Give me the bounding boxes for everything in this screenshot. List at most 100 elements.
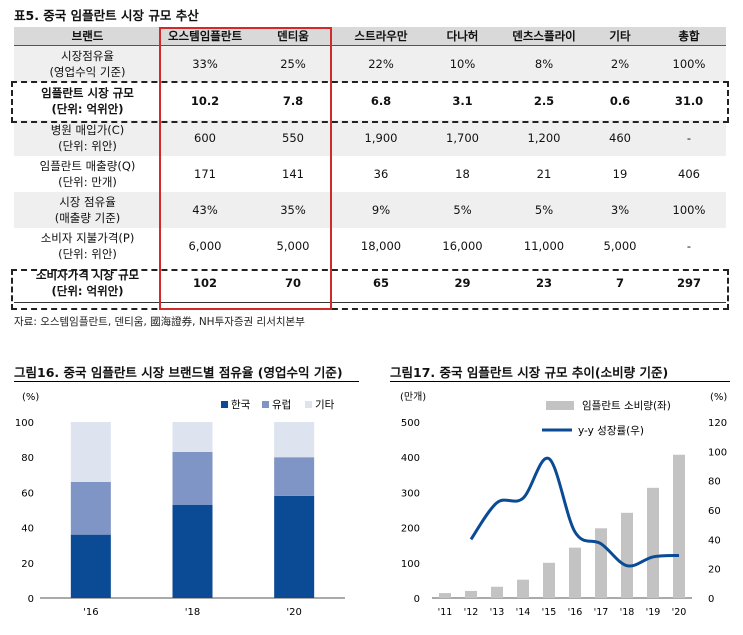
y-right-tick-label: 20 (708, 565, 721, 576)
bar-consumption (491, 586, 503, 598)
bar-other (274, 422, 315, 458)
cell-total: 31.0 (674, 94, 704, 108)
header-total: 총합 (652, 27, 726, 46)
bar-consumption (673, 454, 685, 598)
y-left-tick-label: 400 (401, 453, 420, 464)
y-tick-label: 20 (21, 559, 34, 570)
x-tick-label: '16 (83, 607, 98, 618)
table-row: 소비자 지불가격(P) (단위: 위안) 6,000 5,000 18,000 16,00… (14, 228, 726, 264)
header-straumann: 스트라우만 (337, 27, 425, 46)
cell-other: 2% (588, 45, 652, 82)
cell-other: 19 (612, 167, 628, 181)
cell-osstem: 171 (194, 167, 216, 181)
row-label-unit: (영업수익 기준) (49, 65, 126, 79)
cell-dentsply: 1,200 (500, 120, 588, 156)
table-row: 시장점유율 (영업수익 기준) 33% 25% 22% 10% 8% 2% 100% (14, 45, 726, 82)
bar-korea (274, 495, 315, 598)
table-source: 자료: 오스템임플란트, 덴티움, 國海證券, NH투자증권 리서치본부 (14, 316, 305, 328)
chart16-title: 그림16. 중국 임플란트 시장 브랜드별 점유율 (영업수익 기준) (14, 365, 343, 380)
bar-consumption (439, 593, 451, 598)
legend-label: 한국 (231, 399, 251, 411)
bar-other (70, 422, 111, 482)
bar-other (172, 422, 213, 452)
bar-consumption (595, 528, 607, 598)
legend-swatch (221, 401, 228, 408)
chart16-title-underline (14, 381, 359, 382)
x-tick-label: '13 (490, 607, 505, 618)
row-label-unit: (단위: 만개) (58, 175, 117, 189)
x-tick-label: '18 (185, 607, 200, 618)
y-right-tick-label: 60 (708, 506, 721, 517)
cell-total: 406 (678, 167, 700, 181)
y-tick-label: 0 (28, 594, 34, 605)
row-label-main: 소비자 지불가격(P) (40, 231, 135, 245)
y-left-tick-label: 200 (401, 524, 420, 535)
legend-swatch-bar (546, 401, 574, 410)
highlight-box-market-size (11, 81, 729, 123)
cell-total: - (652, 120, 726, 156)
highlight-box-korean-brands (159, 27, 332, 310)
y-right-tick-label: 40 (708, 535, 721, 546)
bar-consumption (543, 562, 555, 598)
cell-total: - (686, 239, 692, 253)
chart17-unit-left: (만개) (400, 391, 426, 403)
row-label-unit: (단위: 위안) (58, 139, 117, 153)
cell-dentium: 7.8 (282, 94, 304, 108)
table-title: 표5. 중국 임플란트 시장 규모 추산 (14, 8, 199, 23)
cell-straumann: 22% (337, 45, 425, 82)
cell-dentium: 5,000 (276, 239, 310, 253)
chart17: (만개) (%) 0 100 200 300 400 500 0 20 40 60 80 100 120 '1… (400, 391, 727, 618)
cell-danaher: 10% (425, 45, 500, 82)
cell-straumann: 36 (373, 167, 389, 181)
bar-consumption (517, 579, 529, 598)
x-tick-label: '18 (620, 607, 635, 618)
cell-dentsply: 11,000 (523, 239, 565, 253)
cell-dentsply: 2.5 (533, 94, 555, 108)
cell-straumann: 6.8 (370, 94, 392, 108)
cell-osstem: 6,000 (188, 239, 222, 253)
y-tick-label: 80 (21, 453, 34, 464)
cell-total: 100% (652, 45, 726, 82)
cell-danaher: 16,000 (442, 239, 483, 253)
cell-dentium: 550 (249, 120, 337, 156)
highlight-box-consumer-market (11, 269, 729, 310)
x-tick-label: '16 (568, 607, 583, 618)
table-header-row: 브랜드 오스템임플란트 덴티움 스트라우만 다나허 덴츠스플라이 기타 총합 (14, 27, 726, 46)
chart16-unit: (%) (22, 392, 39, 403)
row-label-unit: (단위: 위안) (58, 247, 117, 261)
y-tick-label: 40 (21, 524, 34, 535)
bar-consumption (465, 590, 477, 598)
bar-europe (70, 481, 111, 535)
cell-osstem: 43% (161, 192, 249, 228)
chart17-unit-right: (%) (710, 392, 727, 403)
y-right-tick-label: 100 (708, 447, 727, 458)
y-left-tick-label: 500 (401, 418, 420, 429)
x-tick-label: '12 (464, 607, 479, 618)
header-danaher: 다나허 (425, 27, 500, 46)
y-right-tick-label: 120 (708, 418, 727, 429)
legend-label: 유럽 (272, 398, 291, 411)
row-label: 병원 매입가(C) (단위: 위안) (14, 120, 161, 156)
chart16: (%) 0 20 40 60 80 100 '16 '18 '20 한국 유럽 기타 (15, 392, 345, 618)
cell-other: 0.6 (609, 94, 631, 108)
cell-osstem: 33% (161, 45, 249, 82)
bar-korea (172, 504, 213, 598)
x-tick-label: '20 (286, 607, 301, 618)
row-label-unit: (단위: 억위안) (51, 284, 124, 298)
row-label-main: 소비자가격 시장 규모 (35, 268, 140, 282)
x-tick-label: '15 (542, 607, 557, 618)
header-brand: 브랜드 (14, 27, 161, 46)
growth-line (469, 456, 680, 568)
bar-consumption (621, 512, 633, 598)
cell-dentsply: 21 (536, 167, 552, 181)
bar-korea (70, 534, 111, 598)
table-row: 병원 매입가(C) (단위: 위안) 600 550 1,900 1,700 1,200 46… (14, 120, 726, 156)
market-table: 브랜드 오스템임플란트 덴티움 스트라우만 다나허 덴츠스플라이 기타 총합 시… (14, 27, 726, 303)
legend-label: 임플란트 소비량(좌) (582, 399, 671, 412)
cell-other: 3% (588, 192, 652, 228)
x-tick-label: '17 (594, 607, 609, 618)
row-label-main: 임플란트 매출량(Q) (39, 159, 136, 173)
cell-other: 5,000 (603, 239, 637, 253)
x-tick-label: '14 (516, 607, 531, 618)
y-right-tick-label: 80 (708, 477, 721, 488)
